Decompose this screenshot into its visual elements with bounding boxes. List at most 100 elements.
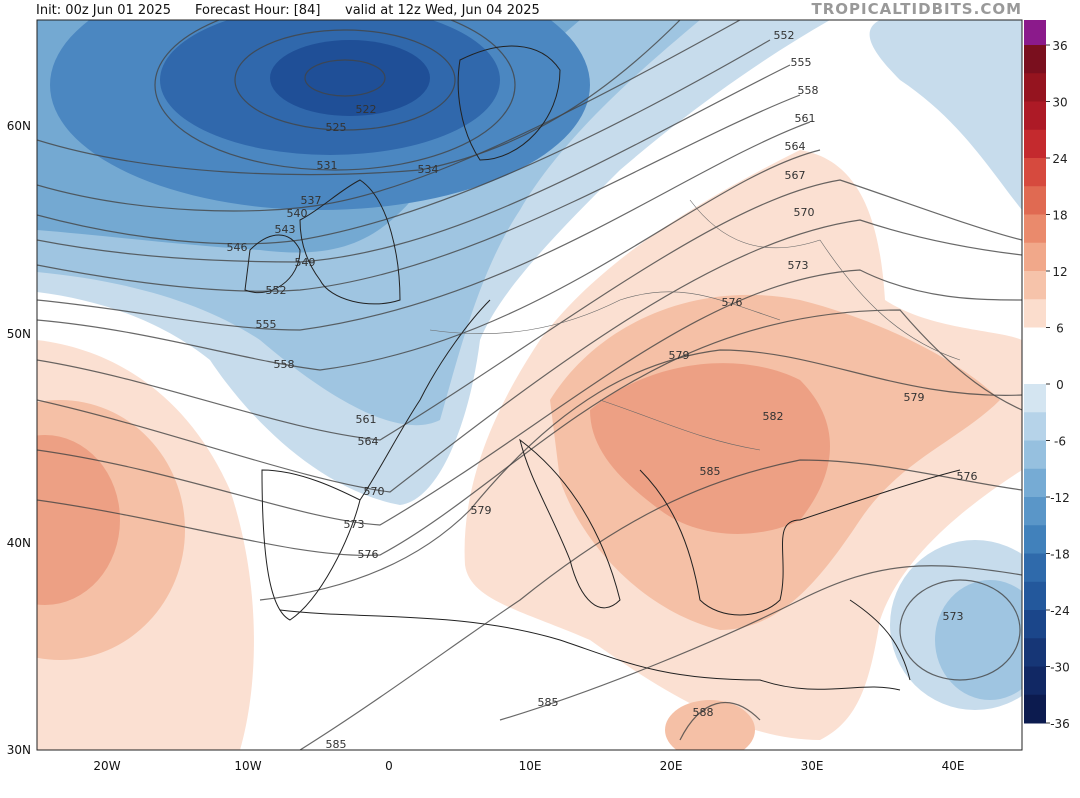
contour-label: 522 (356, 103, 377, 116)
lon-label: 0 (385, 759, 393, 773)
colorbar-label: -30 (1050, 661, 1070, 675)
contour-label: 585 (700, 465, 721, 478)
contour-label: 576 (722, 296, 743, 309)
contour-label: 564 (358, 435, 379, 448)
colorbar-band (1024, 242, 1046, 272)
contour-label: 558 (798, 84, 819, 97)
contour-label: 543 (275, 223, 296, 236)
contour-label: 546 (227, 241, 248, 254)
colorbar-label: -12 (1050, 491, 1070, 505)
colorbar-band (1024, 327, 1046, 357)
colorbar-band (1024, 638, 1046, 667)
colorbar-label: -24 (1050, 604, 1070, 618)
colorbar-label: -6 (1054, 435, 1066, 449)
colorbar-band (1024, 581, 1046, 611)
lat-label: 40N (7, 536, 31, 550)
colorbar-label: 0 (1056, 378, 1064, 392)
lon-label: 10W (234, 759, 261, 773)
contour-label: 531 (317, 159, 338, 172)
colorbar-band (1024, 20, 1046, 46)
forecast-hour: Forecast Hour: [84] (195, 3, 320, 18)
valid-time: valid at 12z Wed, Jun 04 2025 (345, 3, 540, 18)
colorbar-label: 12 (1052, 265, 1067, 279)
colorbar-band (1024, 186, 1046, 215)
contour-label: 564 (785, 140, 806, 153)
contour-label: 576 (358, 548, 379, 561)
height-contours (37, 20, 1022, 750)
colorbar-band (1024, 666, 1046, 696)
colorbar: 36 30 24 18 12 6 0 -6 -12 -18 -24 -30 -36 (1024, 20, 1070, 731)
contour-label: 555 (256, 318, 277, 331)
contour-label: 549 (295, 256, 316, 269)
colorbar-band (1024, 468, 1046, 498)
contour-label: 570 (794, 206, 815, 219)
contour-label: 588 (693, 706, 714, 719)
contour-label: 558 (274, 358, 295, 371)
lon-label: 10E (519, 759, 542, 773)
colorbar-band (1024, 45, 1046, 74)
colorbar-label: 24 (1052, 152, 1067, 166)
colorbar-band (1024, 412, 1046, 441)
lon-label: 20W (93, 759, 120, 773)
contour-label: 561 (795, 112, 816, 125)
contour-label: 570 (364, 485, 385, 498)
contour-label: 525 (326, 121, 347, 134)
colorbar-band (1024, 101, 1046, 131)
colorbar-label: 36 (1052, 39, 1067, 53)
colorbar-band (1024, 214, 1046, 244)
colorbar-band (1024, 525, 1046, 554)
colorbar-label: 30 (1052, 96, 1067, 110)
contour-label: 555 (791, 56, 812, 69)
contour-label: 537 (301, 194, 322, 207)
lon-label: 30E (801, 759, 824, 773)
contour-label: 573 (943, 610, 964, 623)
contour-label: 579 (471, 504, 492, 517)
colorbar-band (1024, 158, 1046, 187)
lon-label: 20E (660, 759, 683, 773)
coastlines (244, 45, 961, 691)
colorbar-band (1024, 355, 1046, 385)
colorbar-band (1024, 694, 1046, 724)
anomaly-low (270, 40, 430, 116)
colorbar-band (1024, 271, 1046, 300)
contour-label: 573 (788, 259, 809, 272)
contour-label: 552 (266, 284, 287, 297)
anomaly-low (935, 580, 1022, 700)
colorbar-band (1024, 497, 1046, 526)
colorbar-label: 18 (1052, 209, 1067, 223)
lat-label: 30N (7, 743, 31, 757)
lon-label: 40E (942, 759, 965, 773)
anomaly-high (590, 363, 830, 534)
contour-label: 573 (344, 518, 365, 531)
colorbar-band (1024, 610, 1046, 639)
init-time: Init: 00z Jun 01 2025 (36, 3, 171, 18)
anomaly-high (37, 435, 120, 605)
lat-label: 60N (7, 119, 31, 133)
anomaly-low (869, 20, 1022, 210)
contour-label: 540 (287, 207, 308, 220)
lat-label: 50N (7, 327, 31, 341)
contour-label: 585 (538, 696, 559, 709)
colorbar-band (1024, 299, 1046, 328)
colorbar-band (1024, 384, 1046, 413)
contour-label: 552 (774, 29, 795, 42)
anomaly-high (665, 700, 755, 750)
contour-label: 579 (904, 391, 925, 404)
colorbar-band (1024, 129, 1046, 159)
contour-label: 579 (669, 349, 690, 362)
map-frame (36, 19, 1023, 751)
contour-label: 561 (356, 413, 377, 426)
contour-label: 534 (418, 163, 439, 176)
colorbar-band (1024, 440, 1046, 470)
contour-label: 582 (763, 410, 784, 423)
colorbar-band (1024, 73, 1046, 102)
colorbar-label: -36 (1050, 717, 1070, 731)
contour-label: 576 (957, 470, 978, 483)
contour-label: 585 (326, 738, 347, 751)
contour-label: 567 (785, 169, 806, 182)
colorbar-label: -18 (1050, 548, 1070, 562)
colorbar-band (1024, 553, 1046, 583)
